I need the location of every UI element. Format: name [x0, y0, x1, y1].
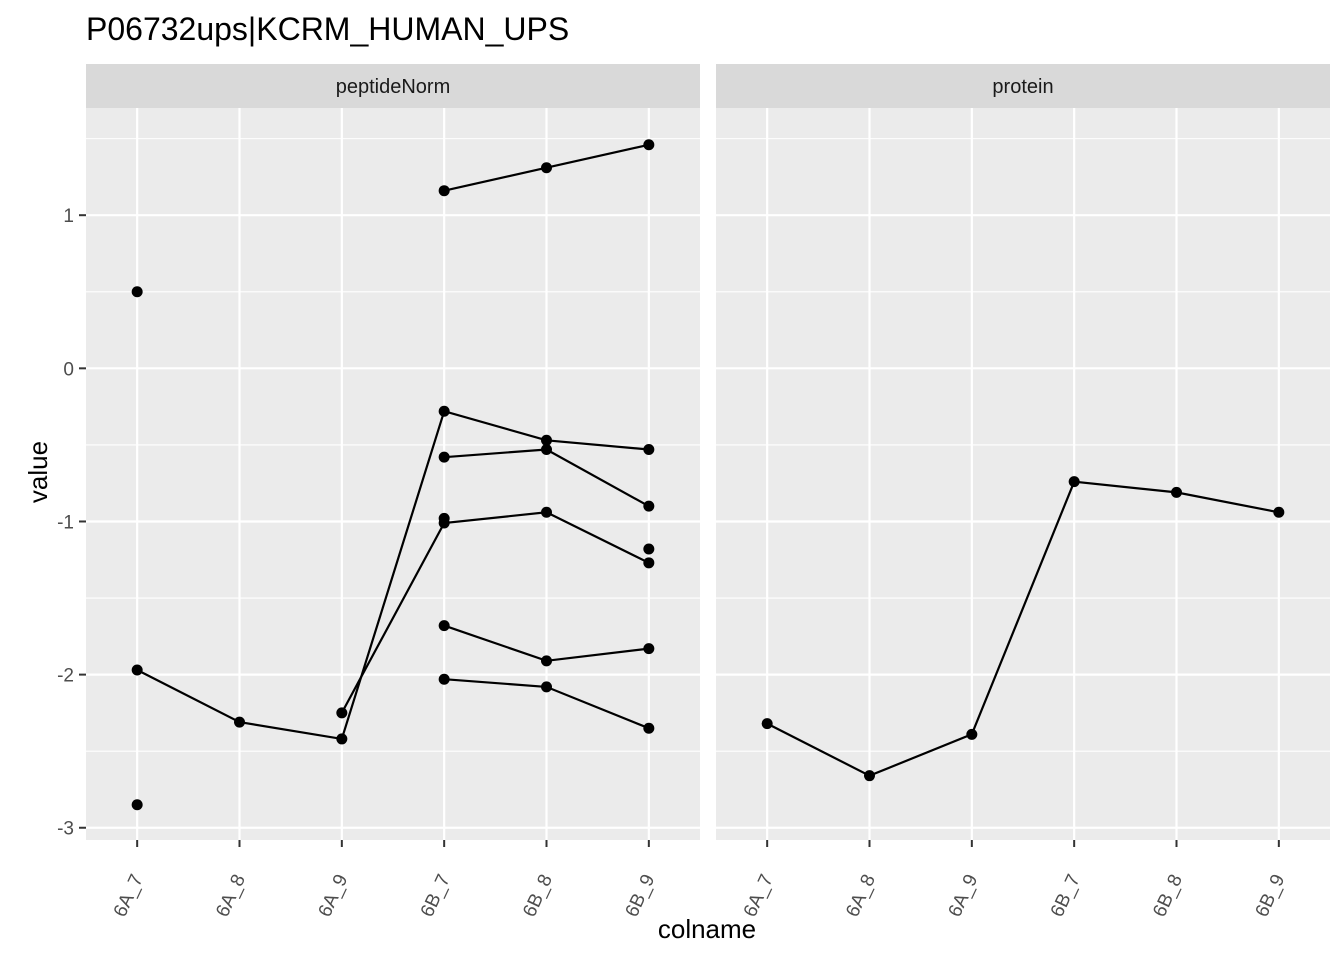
data-point [541, 443, 552, 455]
series-5 [438, 620, 655, 667]
data-point [643, 543, 655, 555]
series-1 [761, 476, 1285, 782]
y-tick-label: 1 [63, 206, 74, 227]
x-tick-label: 6A_7 [110, 871, 148, 920]
data-point [438, 405, 450, 417]
x-tick-label: 6B_8 [519, 871, 557, 920]
series-9 [438, 512, 450, 524]
x-tick-label: 6B_9 [622, 871, 660, 920]
panel-background [716, 108, 1330, 840]
panel-background [86, 108, 700, 840]
x-tick-label: 6A_8 [842, 871, 880, 920]
x-tick-label: 6A_7 [740, 871, 778, 920]
y-tick-label: -2 [57, 666, 74, 687]
facet-strip-label: peptideNorm [336, 76, 451, 98]
data-point [541, 681, 552, 693]
series-10 [643, 543, 655, 555]
data-point [643, 443, 655, 455]
y-axis-title: value [23, 441, 53, 503]
x-tick-label: 6B_8 [1149, 871, 1187, 920]
data-point [761, 718, 773, 730]
data-point [131, 799, 143, 811]
x-tick-label: 6A_8 [212, 871, 250, 920]
y-axis: -3 -2 -1 0 1 [57, 206, 86, 840]
series-7 [131, 286, 143, 298]
panels: peptideNorm protein [86, 64, 1330, 840]
series-line [766, 480, 1280, 777]
data-point [643, 722, 655, 734]
y-tick-label: -1 [57, 512, 74, 533]
data-point [1273, 506, 1285, 518]
data-point [1171, 486, 1182, 498]
data-point [438, 620, 450, 632]
data-point [336, 733, 348, 745]
data-point [438, 451, 450, 463]
data-point [643, 643, 655, 655]
series-line [136, 409, 649, 741]
y-tick-label: -3 [57, 819, 74, 840]
facet-strip-label: protein [992, 76, 1053, 98]
data-point [643, 139, 655, 151]
data-point [1068, 476, 1080, 488]
data-point [336, 707, 348, 719]
data-point [438, 185, 450, 197]
data-point [131, 286, 143, 298]
data-point [643, 500, 655, 512]
x-tick-label: 6B_7 [1047, 871, 1085, 920]
x-tick-label: 6B_7 [417, 871, 455, 920]
facet-panel-peptideNorm: peptideNorm [86, 64, 700, 840]
data-point [643, 557, 655, 569]
chart-title: P06732ups|KCRM_HUMAN_UPS [86, 11, 569, 47]
series-1 [131, 405, 655, 745]
data-point [966, 728, 978, 740]
x-tick-label: 6A_9 [945, 871, 983, 920]
x-tick-label: 6B_9 [1252, 871, 1290, 920]
series-8 [131, 799, 143, 811]
data-point [438, 512, 450, 524]
data-point [864, 770, 875, 782]
series-3 [438, 139, 655, 197]
data-point [234, 716, 245, 728]
data-point [131, 664, 143, 676]
facet-strip [86, 64, 700, 108]
x-tick-label: 6A_9 [315, 871, 353, 920]
series-line [340, 511, 650, 714]
facet-strip [716, 64, 1330, 108]
y-tick-label: 0 [63, 359, 74, 380]
data-point [438, 673, 450, 685]
series-4 [438, 443, 655, 512]
x-axes: 6A_7 6A_8 6A_9 6B_7 6B_8 6B_9 6A_7 6A_8 6A_9 6B_7… [110, 840, 1289, 920]
facet-panel-protein: protein [716, 64, 1330, 840]
data-point [541, 162, 552, 174]
data-point [541, 434, 552, 446]
data-point [541, 506, 552, 518]
series-6 [438, 673, 655, 734]
data-point [541, 655, 552, 667]
x-axis-title: colname [658, 914, 756, 944]
